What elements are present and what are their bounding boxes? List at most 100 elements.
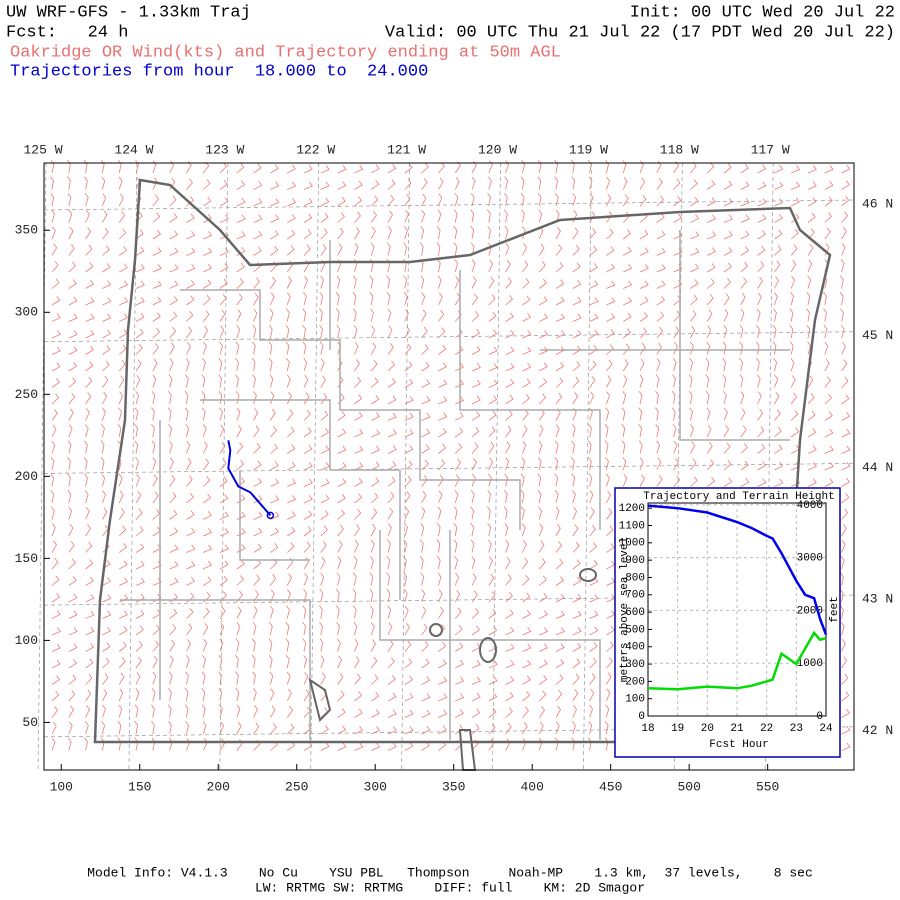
wind-barb xyxy=(270,443,278,454)
wind-barb xyxy=(522,540,527,553)
wind-barb xyxy=(236,528,246,537)
wind-barb xyxy=(438,709,448,718)
wind-barb xyxy=(319,341,324,355)
wind-barb xyxy=(454,427,464,438)
wind-barb xyxy=(606,391,611,405)
wind-barb xyxy=(841,180,850,190)
wind-barb xyxy=(841,742,851,751)
wind-barb xyxy=(118,507,125,520)
wind-barb xyxy=(370,308,374,322)
wind-barb xyxy=(756,357,760,372)
wind-barb xyxy=(673,475,681,487)
wind-barb xyxy=(354,638,359,652)
wind-barb xyxy=(387,657,395,669)
wind-barb xyxy=(807,197,817,207)
wind-barb xyxy=(539,362,548,372)
x-tick-label: 400 xyxy=(520,779,543,794)
wind-barb xyxy=(135,328,144,339)
wind-barb xyxy=(773,308,777,322)
wind-barb xyxy=(470,209,475,223)
wind-barb xyxy=(402,555,407,570)
wind-barb xyxy=(404,429,414,438)
wind-barb xyxy=(85,361,94,372)
wind-barb xyxy=(539,659,548,669)
wind-barb xyxy=(774,198,784,207)
wind-barb xyxy=(454,589,461,603)
wind-barb xyxy=(337,478,347,487)
wind-barb xyxy=(67,192,72,207)
wind-barb xyxy=(421,178,428,190)
wind-barb xyxy=(253,198,263,207)
wind-barb xyxy=(169,327,177,339)
wind-barb xyxy=(756,374,761,388)
wind-barb xyxy=(790,392,797,405)
wind-barb xyxy=(253,408,259,421)
wind-barb xyxy=(185,671,189,685)
wind-barb xyxy=(118,688,124,702)
wind-barb xyxy=(538,506,543,520)
wind-barb xyxy=(690,310,697,322)
wind-barb xyxy=(638,390,643,405)
wind-barb xyxy=(488,608,497,619)
county-line xyxy=(180,289,521,530)
wind-barb xyxy=(823,291,827,306)
wind-barb xyxy=(236,424,242,438)
wind-barb xyxy=(622,474,628,487)
wind-barb xyxy=(303,655,308,669)
meridian xyxy=(401,162,410,771)
wind-barb xyxy=(522,659,532,669)
wind-barb xyxy=(773,292,778,306)
wind-barb xyxy=(251,654,256,669)
wind-barb xyxy=(118,657,126,669)
wind-barb xyxy=(135,280,145,289)
wind-barb xyxy=(68,643,78,652)
wind-barb xyxy=(555,674,564,685)
wind-barb xyxy=(370,539,375,553)
wind-barb xyxy=(488,242,492,256)
wind-barb xyxy=(807,212,816,223)
wind-barb xyxy=(606,375,612,388)
wind-barb xyxy=(186,737,191,751)
wind-barb xyxy=(51,226,56,240)
wind-barb xyxy=(184,374,189,388)
wind-barb xyxy=(118,542,128,553)
wind-barb xyxy=(67,159,71,174)
wind-barb xyxy=(135,656,142,669)
x-tick-label: 550 xyxy=(756,779,779,794)
wind-barb xyxy=(454,259,459,273)
wind-barb xyxy=(152,544,162,553)
longitude-label: 125 W xyxy=(23,142,62,157)
wind-barb xyxy=(572,541,580,553)
wind-barb xyxy=(218,390,223,405)
wind-barb xyxy=(152,457,157,471)
wind-barb xyxy=(454,293,461,306)
wind-barb xyxy=(85,559,94,570)
wind-barb xyxy=(335,605,340,619)
wind-barb xyxy=(51,643,61,652)
wind-barb xyxy=(471,625,480,636)
wind-barb xyxy=(520,192,525,207)
wind-barb xyxy=(504,176,509,190)
wind-barb xyxy=(722,391,727,405)
wind-barb xyxy=(270,543,279,553)
wind-barb xyxy=(102,193,107,207)
wind-barb xyxy=(354,196,363,207)
wind-barb xyxy=(589,673,596,685)
wind-barb xyxy=(68,674,77,685)
wind-barb xyxy=(387,507,394,520)
wind-barb xyxy=(219,606,226,619)
wind-barb xyxy=(152,509,161,520)
wind-barb xyxy=(841,359,848,372)
wind-barb xyxy=(203,247,213,256)
wind-barb xyxy=(251,357,256,372)
wind-barb xyxy=(135,508,143,520)
wind-barb xyxy=(789,324,794,339)
wind-barb xyxy=(589,642,598,652)
y-tick-label: 300 xyxy=(15,305,38,320)
wind-barb xyxy=(285,308,290,322)
wind-barb xyxy=(219,263,229,273)
wind-barb xyxy=(656,213,665,223)
wind-barb xyxy=(522,313,532,322)
wind-barb xyxy=(488,707,497,718)
wind-barb xyxy=(167,407,172,421)
